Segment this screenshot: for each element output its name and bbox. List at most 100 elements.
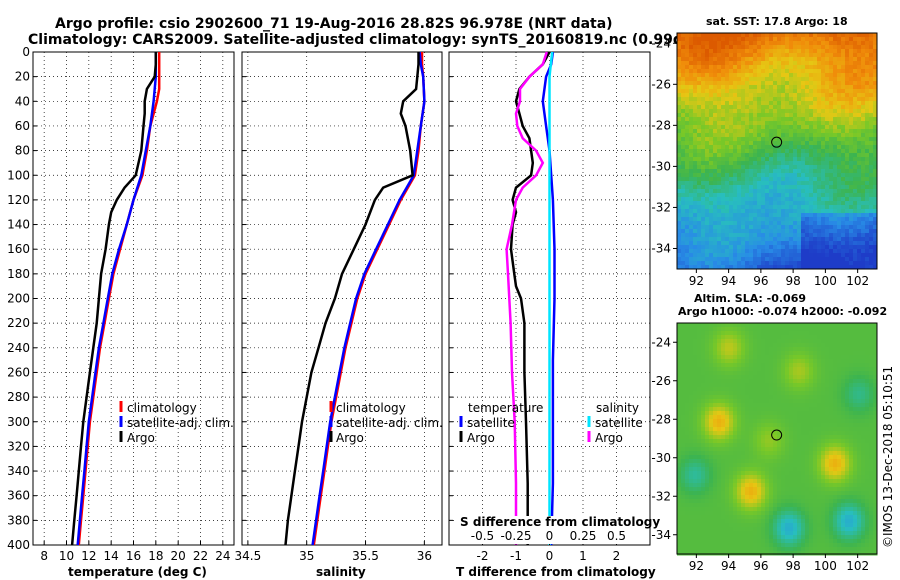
map-cell	[773, 419, 778, 424]
map-cell	[705, 383, 710, 388]
map-cell	[873, 73, 878, 78]
map-cell	[837, 363, 842, 368]
map-cell	[825, 403, 830, 408]
map-cell	[865, 459, 870, 464]
map-cell	[801, 73, 806, 78]
map-cell	[829, 367, 834, 372]
map-cell	[873, 439, 878, 444]
map-cell	[769, 435, 774, 440]
map-cell	[861, 331, 866, 336]
map-cell	[765, 327, 770, 332]
map-cell	[825, 379, 830, 384]
map-cell	[725, 213, 730, 218]
map-cell	[713, 411, 718, 416]
map-cell	[753, 331, 758, 336]
map-cell	[693, 61, 698, 66]
map-cell	[789, 261, 794, 266]
map-cell	[709, 185, 714, 190]
map-cell	[701, 343, 706, 348]
map-cell	[685, 431, 690, 436]
map-cell	[801, 331, 806, 336]
map-cell	[817, 89, 822, 94]
map-cell	[745, 395, 750, 400]
map-cell	[865, 359, 870, 364]
map-cell	[697, 117, 702, 122]
map-cell	[681, 189, 686, 194]
map-cell	[853, 57, 858, 62]
map-cell	[681, 339, 686, 344]
map-cell	[765, 193, 770, 198]
map-cell	[821, 233, 826, 238]
map-cell	[745, 77, 750, 82]
map-cell	[717, 113, 722, 118]
map-cell	[749, 411, 754, 416]
map-cell	[713, 399, 718, 404]
map-cell	[677, 225, 682, 230]
map-cell	[749, 97, 754, 102]
map-cell	[745, 245, 750, 250]
map-cell	[717, 367, 722, 372]
map-cell	[869, 343, 874, 348]
map-cell	[749, 129, 754, 134]
map-cell	[825, 261, 830, 266]
map-cell	[821, 197, 826, 202]
map-cell	[789, 45, 794, 50]
map-cell	[769, 101, 774, 106]
map-cell	[761, 157, 766, 162]
map-cell	[717, 253, 722, 258]
map-cell	[829, 427, 834, 432]
map-cell	[709, 197, 714, 202]
map-cell	[801, 245, 806, 250]
map-cell	[681, 97, 686, 102]
map-cell	[709, 93, 714, 98]
map-cell	[785, 153, 790, 158]
map-cell	[837, 189, 842, 194]
map-cell	[801, 197, 806, 202]
map-cell	[749, 347, 754, 352]
map-cell	[745, 57, 750, 62]
map-cell	[805, 339, 810, 344]
map-cell	[797, 335, 802, 340]
map-cell	[769, 387, 774, 392]
map-cell	[773, 201, 778, 206]
map-cell	[869, 97, 874, 102]
map-cell	[765, 443, 770, 448]
map-cell	[681, 383, 686, 388]
map-cell	[697, 459, 702, 464]
map-cell	[809, 249, 814, 254]
map-cell	[853, 367, 858, 372]
map-cell	[829, 347, 834, 352]
map-cell	[677, 415, 682, 420]
map-cell	[765, 153, 770, 158]
map-cell	[757, 189, 762, 194]
map-cell	[773, 157, 778, 162]
map-cell	[681, 85, 686, 90]
map-cell	[685, 355, 690, 360]
map-cell	[869, 53, 874, 58]
map-cell	[857, 173, 862, 178]
map-cell	[761, 221, 766, 226]
map-cell	[809, 161, 814, 166]
map-cell	[705, 65, 710, 70]
map-cell	[797, 451, 802, 456]
map-cell	[865, 181, 870, 186]
map-cell	[701, 109, 706, 114]
map-cell	[821, 375, 826, 380]
map-cell	[725, 415, 730, 420]
map-cell	[685, 185, 690, 190]
map-cell	[873, 117, 878, 122]
map-cell	[785, 323, 790, 328]
map-cell	[857, 359, 862, 364]
map-cell	[785, 327, 790, 332]
map-cell	[853, 355, 858, 360]
map-cell	[729, 85, 734, 90]
map-cell	[797, 185, 802, 190]
map-cell	[789, 141, 794, 146]
map-cell	[841, 49, 846, 54]
map-cell	[681, 257, 686, 262]
map-cell	[841, 367, 846, 372]
map-cell	[809, 261, 814, 266]
map-cell	[829, 57, 834, 62]
map-cell	[689, 455, 694, 460]
map-cell	[729, 331, 734, 336]
